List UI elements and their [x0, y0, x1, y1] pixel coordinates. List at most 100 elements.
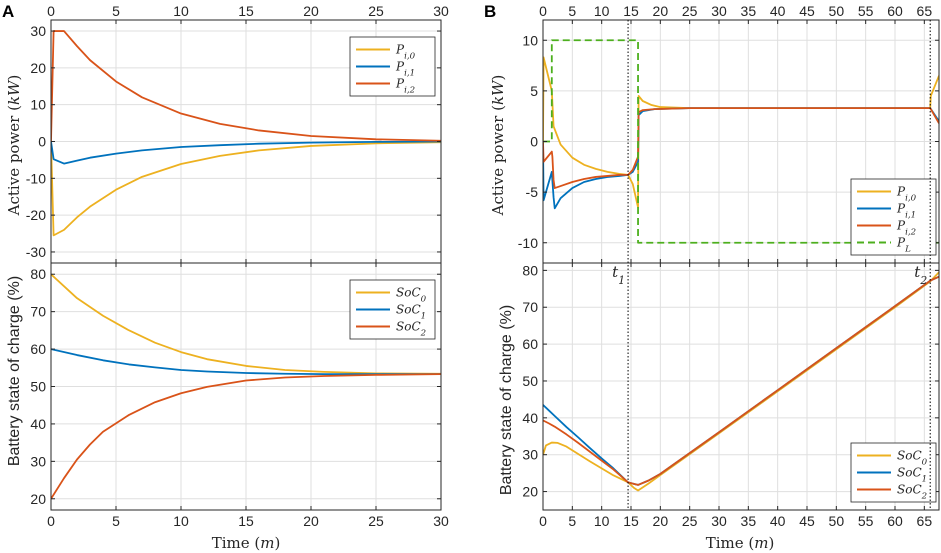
b-xlabel: Time (m): [706, 534, 775, 552]
plot-b-bottom: 20 30 40 50 60 70 80 0 5 10 15 20 25 30 35 40 45 50 55 60 65…: [522, 262, 940, 529]
y-tick-label: 30: [30, 453, 46, 469]
x-tick-label: 15: [238, 513, 254, 529]
series-line-0: [51, 141, 441, 237]
legend-box: [850, 178, 937, 256]
series-line-2: [543, 275, 939, 486]
axes-box: [542, 262, 940, 511]
y-tick-label: 80: [522, 262, 538, 278]
x-tick-label: 20: [653, 513, 669, 529]
x-tick-label: 65: [917, 513, 933, 529]
y-tick-label: 60: [522, 336, 538, 352]
series-line-0: [543, 271, 939, 492]
y-tick-label: 80: [30, 266, 46, 282]
x-tick-label-top: 65: [917, 3, 933, 19]
x-tick-label: 25: [682, 513, 698, 529]
b-top-ylabel: Active power (kW): [489, 75, 507, 217]
x-tick-label-top: 30: [711, 3, 727, 19]
legend-label-1: SoC1: [396, 303, 426, 322]
x-tick-label-top: 0: [47, 3, 55, 19]
x-tick-label: 20: [303, 513, 319, 529]
series-line-2: [543, 107, 939, 189]
legend-label-1: Pi,1: [896, 202, 916, 221]
x-tick-label-top: 40: [770, 3, 786, 19]
a-bottom-ylabel: Battery state of charge (%): [6, 276, 23, 466]
x-tick-label-top: 35: [741, 3, 757, 19]
legend-label-0: Pi,0: [395, 43, 416, 62]
legend-label-2: SoC2: [396, 320, 426, 339]
x-tick-label-top: 20: [653, 3, 669, 19]
x-tick-label: 30: [433, 513, 449, 529]
y-tick-label: -5: [526, 184, 539, 200]
legend-label-0: Pi,0: [896, 185, 917, 204]
y-tick-label: -20: [26, 207, 46, 223]
x-tick-label-top: 5: [112, 3, 120, 19]
series-line-1: [51, 348, 441, 376]
x-tick-label-top: 15: [238, 3, 254, 19]
x-tick-label-top: 15: [623, 3, 639, 19]
y-tick-label: 50: [30, 379, 46, 395]
x-tick-label: 30: [711, 513, 727, 529]
y-tick-label: 5: [530, 83, 538, 99]
series-line-0: [51, 273, 441, 375]
x-tick-label: 5: [112, 513, 120, 529]
x-tick-label: 25: [368, 513, 384, 529]
y-tick-label: 40: [30, 416, 46, 432]
y-tick-label: 60: [30, 341, 46, 357]
legend-label-2: SoC2: [897, 483, 927, 502]
y-tick-label: 50: [522, 373, 538, 389]
y-tick-label: -10: [26, 170, 46, 186]
x-tick-label: 5: [568, 513, 576, 529]
x-tick-label-top: 30: [433, 3, 449, 19]
y-tick-label: 30: [522, 447, 538, 463]
y-tick-label: -10: [518, 235, 538, 251]
series-line-2: [51, 30, 441, 142]
x-tick-label: 55: [858, 513, 874, 529]
x-tick-label-top: 20: [303, 3, 319, 19]
x-tick-label: 0: [539, 513, 547, 529]
event-label-t1: t1: [612, 263, 625, 287]
x-tick-label-top: 10: [594, 3, 610, 19]
b-bottom-ylabel: Battery state of charge (%): [498, 305, 515, 495]
x-tick-label-top: 60: [887, 3, 903, 19]
x-tick-label: 60: [887, 513, 903, 529]
x-tick-label-top: 5: [568, 3, 576, 19]
x-tick-label: 40: [770, 513, 786, 529]
a-xlabel: Time (m): [212, 534, 281, 552]
panel-letter-b: B: [484, 2, 496, 21]
y-tick-label: 10: [522, 32, 538, 48]
series-line-2: [51, 373, 441, 500]
x-tick-label: 45: [799, 513, 815, 529]
legend-label-3: PL: [896, 236, 911, 255]
x-tick-label-top: 25: [682, 3, 698, 19]
legend-label-0: SoC0: [897, 449, 928, 468]
legend: Pi,0Pi,1Pi,2: [349, 36, 436, 97]
event-label-t2: t2: [914, 263, 927, 287]
panel-letter-a: A: [2, 2, 14, 21]
y-tick-label: 70: [30, 304, 46, 320]
x-tick-label: 15: [623, 513, 639, 529]
x-tick-label: 50: [829, 513, 845, 529]
y-tick-label: 30: [30, 23, 46, 39]
x-tick-label-top: 45: [799, 3, 815, 19]
x-tick-label-top: 55: [858, 3, 874, 19]
legend-label-2: Pi,2: [896, 219, 916, 238]
x-tick-label: 35: [741, 513, 757, 529]
y-tick-label: 10: [30, 97, 46, 113]
series-line-1: [51, 140, 441, 165]
legend-label-2: Pi,2: [395, 77, 415, 96]
x-tick-label-top: 0: [539, 3, 547, 19]
y-tick-label: 70: [522, 299, 538, 315]
x-tick-label: 10: [173, 513, 189, 529]
y-tick-label: 20: [30, 60, 46, 76]
y-tick-label: 20: [30, 491, 46, 507]
y-tick-label: 0: [38, 134, 46, 150]
x-tick-label-top: 25: [368, 3, 384, 19]
y-tick-label: 20: [522, 484, 538, 500]
x-tick-label: 0: [47, 513, 55, 529]
